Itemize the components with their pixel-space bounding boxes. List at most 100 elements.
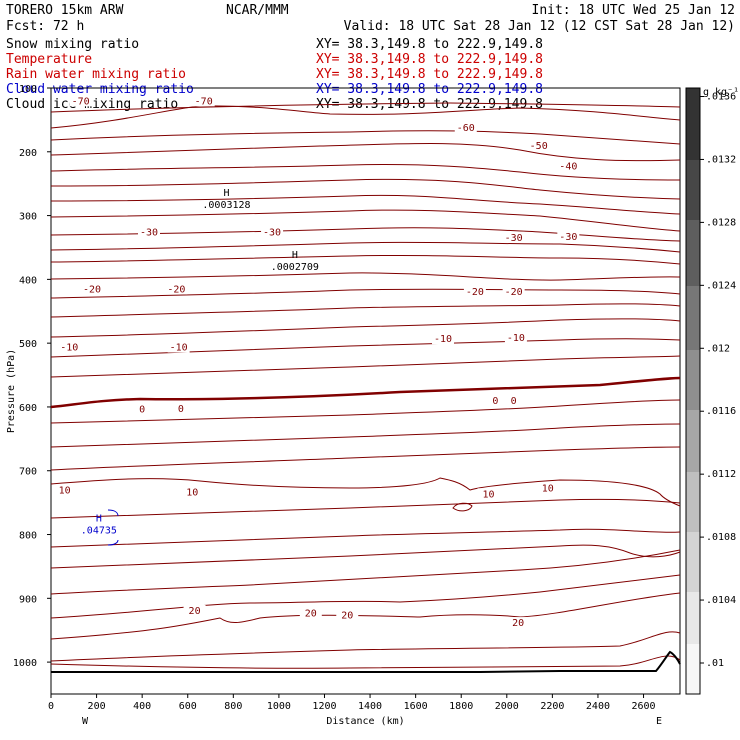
colorbar-label: .012 xyxy=(706,343,730,354)
x-axis-label: Distance (km) xyxy=(326,716,404,727)
colorbar-label: .01 xyxy=(706,658,724,669)
colorbar-label: .0112 xyxy=(706,469,736,480)
contour-label-bg xyxy=(557,160,580,172)
colorbar-label: .0108 xyxy=(706,532,736,543)
field-temperature-name: Temperature xyxy=(6,52,92,67)
contour-label-bg xyxy=(81,283,104,295)
x-tick-label: 2200 xyxy=(540,701,564,712)
contour-label-bg xyxy=(502,395,525,407)
colorbar-label: .0132 xyxy=(706,154,736,165)
maximum-value: .04735 xyxy=(81,525,117,536)
contour-label-bg xyxy=(431,333,454,345)
temperature-contour-label: 0 xyxy=(511,396,517,407)
colorbar-label: .0136 xyxy=(706,92,736,103)
contour-label-bg xyxy=(181,486,204,498)
x-tick-label: 1200 xyxy=(312,701,336,712)
colorbar-label: .0116 xyxy=(706,406,736,417)
temperature-contour-label: -30 xyxy=(263,228,281,239)
x-tick-label: 0 xyxy=(48,701,54,712)
maximum-value: .0002709 xyxy=(271,262,319,273)
temperature-contour-label: -20 xyxy=(83,284,101,295)
temperature-contour-label: -20 xyxy=(466,287,484,298)
organization-label: NCAR/MMM xyxy=(226,3,289,18)
maximum-marker: H xyxy=(292,250,298,261)
y-tick-label: 200 xyxy=(19,148,37,159)
temperature-contour-label: -30 xyxy=(505,233,523,244)
temperature-contour-label: 20 xyxy=(512,618,524,629)
field-cloud-ice-name: Cloud ice mixing ratio xyxy=(6,97,178,112)
x-tick-label: 800 xyxy=(224,701,242,712)
temperature-contour-label: 20 xyxy=(189,606,201,617)
model-title: TORERO 15km ARW xyxy=(6,3,124,18)
contour-label-bg xyxy=(299,607,322,619)
x-tick-label: 400 xyxy=(133,701,151,712)
temperature-contour-label: 20 xyxy=(305,609,317,620)
field-cloud-water-xy: XY= 38.3,149.8 to 222.9,149.8 xyxy=(316,82,543,97)
temperature-contour-label: -10 xyxy=(507,333,525,344)
x-tick-label: 200 xyxy=(88,701,106,712)
field-cloud-water-name: Cloud water mixing ratio xyxy=(6,82,194,97)
field-rain-xy: XY= 38.3,149.8 to 222.9,149.8 xyxy=(316,67,543,82)
colorbar-label: .0124 xyxy=(706,280,736,291)
y-tick-label: 300 xyxy=(19,212,37,223)
y-tick-label: 400 xyxy=(19,275,37,286)
field-snow-name: Snow mixing ratio xyxy=(6,37,139,52)
x-tick-label: 2400 xyxy=(586,701,610,712)
temperature-contour-label: 20 xyxy=(341,610,353,621)
contour-label-bg xyxy=(137,226,160,238)
temperature-contour-label: -10 xyxy=(170,343,188,354)
temperature-contour-label: 10 xyxy=(186,487,198,498)
temperature-contour-label: 0 xyxy=(178,404,184,415)
field-cloud-ice-xy: XY= 38.3,149.8 to 222.9,149.8 xyxy=(316,97,543,112)
x-tick-label: 1600 xyxy=(404,701,428,712)
y-tick-label: 100 xyxy=(19,84,37,95)
contour-label-bg xyxy=(183,604,206,616)
x-tick-label: 2000 xyxy=(495,701,519,712)
contour-label-bg xyxy=(167,341,190,353)
contour-label-bg xyxy=(58,341,81,353)
colorbar-label: .0128 xyxy=(706,217,736,228)
temperature-contour-label: -70 xyxy=(195,96,213,107)
contour-label-bg xyxy=(502,286,525,298)
temperature-contour-label: -10 xyxy=(434,334,452,345)
maximum-marker: H xyxy=(223,188,229,199)
contour-label-bg xyxy=(192,95,215,107)
field-rain-name: Rain water mixing ratio xyxy=(6,67,186,82)
contour-label-bg xyxy=(169,402,192,414)
temperature-contour-label: -40 xyxy=(559,161,577,172)
temperature-contour-label: 0 xyxy=(492,396,498,407)
y-axis-label: Pressure (hPa) xyxy=(6,349,17,433)
contour-label-bg xyxy=(484,395,507,407)
forecast-hour: Fcst: 72 h xyxy=(6,19,84,34)
maximum-marker: H xyxy=(96,513,102,524)
y-tick-label: 700 xyxy=(19,467,37,478)
contour-label-bg xyxy=(527,139,550,151)
terrain-profile xyxy=(51,650,681,673)
contour-label-bg xyxy=(477,488,500,500)
west-label: W xyxy=(82,716,89,727)
contour-label-bg xyxy=(502,231,525,243)
temperature-contour-label: 10 xyxy=(483,489,495,500)
temperature-contour-label: -10 xyxy=(60,343,78,354)
colorbar-label: .0104 xyxy=(706,595,736,606)
valid-time: Valid: 18 UTC Sat 28 Jan 12 (12 CST Sat … xyxy=(344,19,735,34)
init-time: Init: 18 UTC Wed 25 Jan 12 xyxy=(532,3,736,18)
contour-label-bg xyxy=(131,403,154,415)
temperature-contour-label: -70 xyxy=(72,96,90,107)
y-tick-label: 600 xyxy=(19,403,37,414)
x-tick-label: 1000 xyxy=(267,701,291,712)
y-tick-label: 800 xyxy=(19,531,37,542)
temperature-contour-label: -30 xyxy=(559,232,577,243)
x-tick-label: 1400 xyxy=(358,701,382,712)
east-label: E xyxy=(656,716,662,727)
temperature-contour-label: -20 xyxy=(167,284,185,295)
temperature-contour-label: -60 xyxy=(457,123,475,134)
contour-label-bg xyxy=(336,609,359,621)
cloud-water-contour xyxy=(107,509,119,546)
y-tick-label: 1000 xyxy=(13,658,37,669)
x-tick-label: 1800 xyxy=(449,701,473,712)
temperature-contour-label: 10 xyxy=(59,485,71,496)
temperature-contour-label: -30 xyxy=(140,228,158,239)
colorbar xyxy=(685,87,701,695)
contour-label-bg xyxy=(536,482,559,494)
